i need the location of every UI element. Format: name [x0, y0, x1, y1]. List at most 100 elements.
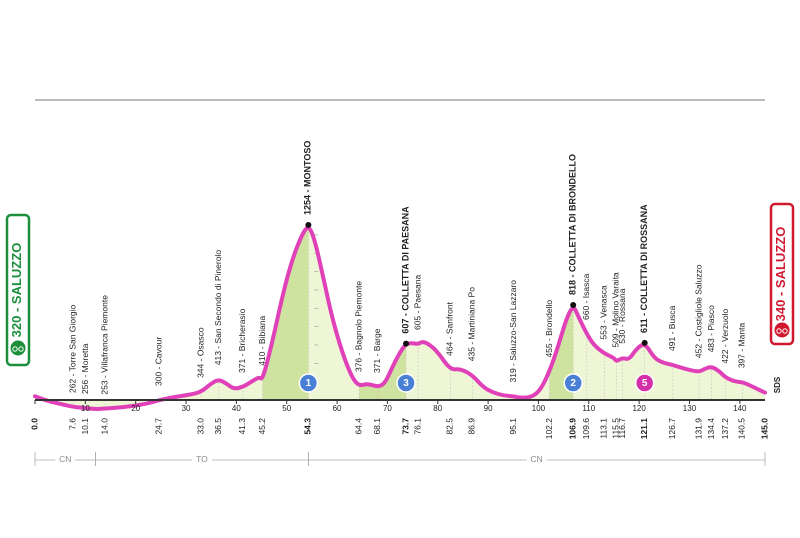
waypoint-label: 344 - Osasco — [195, 327, 205, 378]
waypoint-label: 509 - Molino Varaita — [611, 272, 621, 348]
x-tick-label: 110 — [582, 404, 595, 413]
x-tick-label: 50 — [282, 404, 291, 413]
km-label: 73.7 — [400, 418, 410, 435]
km-label: 121.1 — [639, 418, 649, 440]
waypoint-label: 319 - Saluzzo-San Lazzaro — [508, 280, 518, 383]
km-label: 33.0 — [195, 418, 205, 435]
x-tick-label: 120 — [632, 404, 646, 413]
profile-area — [35, 227, 765, 409]
waypoint-label: 435 - Martiniana Po — [467, 287, 477, 361]
summit-dot — [570, 301, 577, 308]
x-tick-label: 90 — [484, 404, 493, 413]
km-labels: 0.0 7.6 10.1 14.0 24.7 33.0 36.5 41.3 45.2 54.3 64… — [29, 418, 769, 440]
waypoint-label: 553 - Venasca — [599, 285, 609, 340]
km-label: 76.1 — [412, 418, 422, 435]
waypoint-label: 410 - Bibiana — [257, 315, 267, 365]
waypoint-label: 530 - Rossana — [617, 288, 627, 344]
waypoint-label: 256 - Moretta — [80, 343, 90, 394]
summit-dot — [403, 340, 410, 347]
start-bike-icon — [10, 340, 26, 356]
region-label-bg — [55, 453, 76, 465]
km-label: 54.3 — [303, 418, 313, 435]
km-label: 82.5 — [445, 418, 455, 435]
km-label: 106.9 — [567, 418, 577, 440]
waypoint-label: 262 - Torre San Giorgio — [68, 304, 78, 392]
x-tick-label: 130 — [683, 404, 697, 413]
waypoint-label: 491 - Busca — [667, 305, 677, 351]
km-label: 102.2 — [544, 418, 554, 440]
finish-altitude: 340 — [773, 300, 788, 322]
km-label: 86.9 — [467, 418, 477, 435]
climb-badges: 1 3 2 5 — [298, 373, 655, 393]
sds-label: SDS — [773, 376, 782, 393]
climb-badge — [634, 373, 655, 393]
region-bar: CN TO CN — [34, 452, 766, 466]
km-label: 134.4 — [706, 418, 716, 440]
start-name: SALUZZO — [9, 243, 24, 304]
x-tick-label: 20 — [131, 404, 140, 413]
finish-name: SALUZZO — [773, 227, 788, 288]
start-altitude: 320 — [9, 316, 24, 338]
waypoints: 262 - Torre San Giorgio 256 - Moretta 253 … — [68, 141, 747, 395]
profile-line — [33, 225, 767, 411]
summit-label: 611 - COLLETTA DI ROSSANA — [639, 204, 649, 333]
climb-badge-number: 3 — [403, 378, 409, 389]
finish-bike-icon — [774, 322, 790, 338]
km-label: 10.1 — [80, 418, 90, 435]
waypoint-label: 483 - Piasco — [706, 305, 716, 353]
waypoint-label: 376 - Bagnolo Piemonte — [353, 281, 363, 372]
x-tick-label: 60 — [333, 404, 342, 413]
km-label: 0.0 — [29, 418, 39, 430]
km-label: 115.5 — [611, 418, 621, 439]
km-label: 126.7 — [667, 418, 677, 440]
summit-label: 818 - COLLETTA DI BRONDELLO — [568, 154, 578, 295]
waypoint-label: 452 - Costigliole Saluzzo — [693, 264, 703, 358]
region-label-bg — [526, 453, 547, 465]
climb-badge — [298, 373, 319, 393]
x-tick-label: 140 — [733, 404, 747, 413]
waypoint-label: 660 - Isasca — [581, 273, 591, 320]
start-sign: 320 - SALUZZO — [5, 213, 31, 367]
km-label: 95.1 — [508, 418, 518, 435]
waypoint-label: 300 - Cavour — [154, 337, 164, 386]
waypoint-label: 464 - Sanfront — [445, 301, 455, 356]
climb-badge — [396, 373, 416, 393]
km-label: 145.0 — [759, 418, 769, 440]
waypoint-label: 371 - Bricherasio — [237, 308, 247, 373]
km-label: 64.4 — [353, 418, 363, 435]
summit-label: 607 - COLLETTA DI PAESANA — [400, 206, 410, 334]
summit-dot — [305, 222, 312, 228]
km-label: 116.7 — [617, 418, 627, 439]
waypoint-label: 605 - Paesana — [412, 274, 422, 330]
km-label: 24.7 — [154, 418, 164, 435]
km-label: 140.5 — [737, 418, 747, 440]
x-axis-ticks: 10 20 30 40 50 60 70 80 90 100 110 120 130 140 — [34, 400, 747, 413]
region-label: CN — [59, 454, 71, 464]
km-label: 131.9 — [693, 418, 703, 440]
km-label: 113.1 — [599, 418, 609, 439]
km-label: 137.2 — [720, 418, 730, 440]
climb-area — [262, 225, 309, 400]
km-label: 109.6 — [581, 418, 591, 440]
climb-badge-number: 5 — [642, 378, 648, 389]
svg-text:320 - SALUZZO: 320 - SALUZZO — [9, 243, 24, 338]
region-label-bg — [191, 453, 212, 465]
waypoint-label: 397 - Manta — [737, 323, 747, 369]
finish-sign: 340 - SALUZZO — [769, 202, 795, 346]
waypoint-label: 422 - Verzuolo — [720, 309, 730, 364]
x-tick-label: 100 — [532, 404, 546, 413]
km-label: 36.5 — [213, 418, 223, 435]
x-tick-label: 40 — [232, 404, 241, 413]
summit-dot — [641, 339, 648, 346]
waypoint-label: 371 - Barge — [372, 328, 382, 373]
km-label: 41.3 — [237, 418, 247, 435]
climb-badge-number: 2 — [570, 378, 576, 389]
summit-label: 1254 - MONTOSO — [303, 141, 313, 215]
km-label: 45.2 — [257, 418, 267, 435]
climb-badge — [563, 373, 583, 393]
climb-badge-number: 1 — [306, 378, 312, 389]
x-tick-label: 30 — [182, 404, 191, 413]
km-label: 68.1 — [372, 418, 382, 435]
